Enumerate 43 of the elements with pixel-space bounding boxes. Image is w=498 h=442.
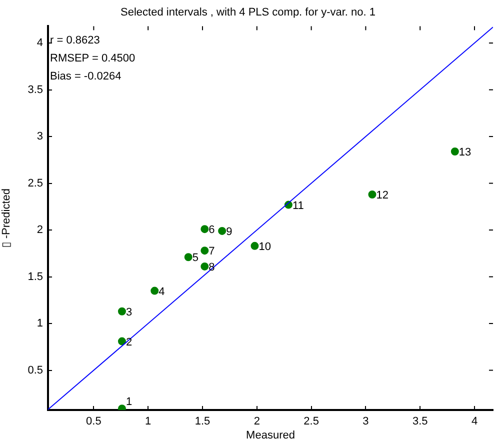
y-tick-label: 2 bbox=[36, 224, 43, 236]
y-tick-label: 1 bbox=[36, 318, 43, 330]
y-tick-label: 0.5 bbox=[28, 364, 43, 376]
point bbox=[150, 286, 159, 295]
annotation: 13 bbox=[458, 146, 472, 159]
annotation: 4 bbox=[158, 286, 165, 298]
point bbox=[118, 307, 126, 316]
x-tick-label: 4 bbox=[471, 416, 478, 428]
annotation: Bias = -0.0264 bbox=[50, 70, 122, 83]
annotation: 10 bbox=[258, 240, 271, 253]
point bbox=[450, 147, 459, 156]
point bbox=[200, 262, 209, 270]
y-tick-label: 1.5 bbox=[28, 270, 43, 283]
point bbox=[218, 226, 226, 235]
annotation: 6 bbox=[208, 224, 215, 236]
annotation: 1 bbox=[126, 396, 132, 408]
x-axis-title: Measured bbox=[246, 429, 295, 442]
y-tick-label: 3.5 bbox=[28, 84, 43, 96]
x-tick-label: 3 bbox=[362, 416, 369, 428]
y-tick-label: 3 bbox=[36, 130, 43, 143]
x-tick-label: 2.5 bbox=[304, 416, 319, 428]
point bbox=[368, 190, 376, 198]
annotation: 9 bbox=[226, 226, 232, 238]
annotation: 7 bbox=[208, 246, 215, 258]
annotation: 3 bbox=[126, 306, 132, 318]
point bbox=[200, 225, 209, 234]
annotation: RMSEP = 0.4500 bbox=[50, 52, 136, 65]
point bbox=[200, 246, 209, 255]
y-tick-label: 4 bbox=[36, 37, 43, 50]
point bbox=[184, 253, 192, 262]
point bbox=[118, 337, 126, 346]
y-axis-title: ▯ -Predicted bbox=[0, 188, 13, 248]
annotation: 12 bbox=[376, 190, 388, 202]
x-tick-label: 2 bbox=[254, 416, 260, 428]
x-tick-label: 3.5 bbox=[412, 416, 428, 428]
x-tick-label: 1 bbox=[145, 416, 152, 428]
y-tick-label: 2.5 bbox=[28, 177, 43, 190]
x-tick-label: 1.5 bbox=[194, 416, 210, 428]
chart-title: Selected intervals , with 4 PLS comp. for y-var. no. 1 bbox=[120, 6, 376, 19]
point bbox=[250, 242, 259, 250]
x-tick-label: 0.5 bbox=[86, 416, 102, 428]
annotation: 11 bbox=[292, 200, 304, 212]
annotation: 5 bbox=[192, 252, 198, 264]
